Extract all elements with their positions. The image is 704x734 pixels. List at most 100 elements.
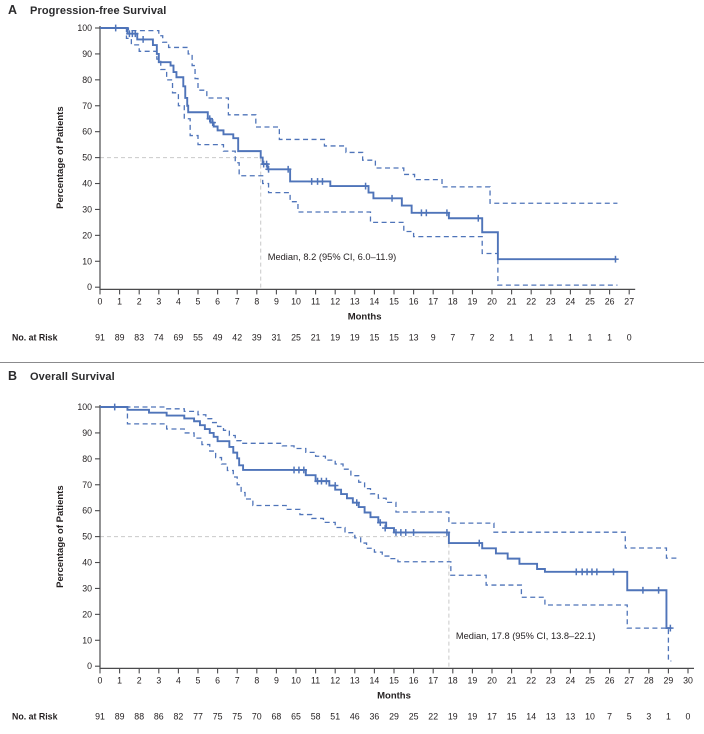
no-at-risk-value: 2 bbox=[490, 332, 495, 342]
panel-a-title: Progression-free Survival bbox=[30, 5, 167, 17]
x-axis-title: Months bbox=[377, 690, 411, 701]
panel-a-header: A Progression-free Survival bbox=[8, 3, 166, 17]
y-tick-label: 100 bbox=[77, 23, 92, 33]
no-at-risk-value: 21 bbox=[311, 332, 321, 342]
y-tick-label: 30 bbox=[82, 204, 92, 214]
x-tick-label: 20 bbox=[487, 675, 497, 685]
y-tick-label: 40 bbox=[82, 558, 92, 568]
x-tick-label: 7 bbox=[235, 675, 240, 685]
x-tick-label: 11 bbox=[311, 296, 320, 306]
no-at-risk-value: 42 bbox=[232, 332, 242, 342]
y-tick-label: 20 bbox=[82, 230, 92, 240]
no-at-risk-value: 91 bbox=[95, 332, 105, 342]
y-tick-label: 50 bbox=[82, 153, 92, 163]
no-at-risk-value: 49 bbox=[213, 332, 223, 342]
y-axis-title: Percentage of Patients bbox=[55, 485, 66, 587]
y-tick-label: 80 bbox=[82, 454, 92, 464]
panel-b-header: B Overall Survival bbox=[8, 369, 115, 383]
y-tick-label: 70 bbox=[82, 101, 92, 111]
no-at-risk-value: 86 bbox=[154, 711, 164, 721]
median-annotation: Median, 17.8 (95% CI, 13.8–22.1) bbox=[456, 631, 596, 641]
y-tick-label: 70 bbox=[82, 480, 92, 490]
no-at-risk-value: 39 bbox=[252, 332, 262, 342]
x-tick-label: 12 bbox=[330, 675, 340, 685]
no-at-risk-value: 19 bbox=[448, 711, 458, 721]
x-tick-label: 24 bbox=[566, 296, 576, 306]
x-tick-label: 7 bbox=[235, 296, 240, 306]
no-at-risk-value: 17 bbox=[487, 711, 497, 721]
x-tick-label: 3 bbox=[156, 675, 161, 685]
no-at-risk-value: 31 bbox=[272, 332, 282, 342]
no-at-risk-value: 70 bbox=[252, 711, 262, 721]
censor-marks bbox=[111, 403, 674, 632]
no-at-risk-value: 1 bbox=[529, 332, 534, 342]
y-tick-label: 80 bbox=[82, 75, 92, 85]
no-at-risk-value: 75 bbox=[213, 711, 223, 721]
x-tick-label: 24 bbox=[566, 675, 576, 685]
no-at-risk-value: 89 bbox=[115, 711, 125, 721]
x-tick-label: 21 bbox=[507, 296, 517, 306]
x-tick-label: 5 bbox=[196, 675, 201, 685]
no-at-risk-value: 10 bbox=[585, 711, 595, 721]
x-tick-label: 18 bbox=[448, 296, 458, 306]
censor-marks bbox=[112, 24, 619, 263]
no-at-risk-value: 19 bbox=[330, 332, 340, 342]
no-at-risk-value: 1 bbox=[607, 332, 612, 342]
y-tick-labels: 0 10 20 30 40 50 60 70 80 90 100 bbox=[77, 402, 100, 671]
x-tick-label: 1 bbox=[117, 296, 122, 306]
x-tick-label: 30 bbox=[683, 675, 693, 685]
x-tick-label: 27 bbox=[624, 296, 634, 306]
no-at-risk-value: 75 bbox=[232, 711, 242, 721]
no-at-risk-value: 3 bbox=[646, 711, 651, 721]
y-tick-label: 50 bbox=[82, 532, 92, 542]
y-tick-label: 20 bbox=[82, 609, 92, 619]
x-tick-label: 25 bbox=[585, 675, 595, 685]
no-at-risk-value: 69 bbox=[174, 332, 184, 342]
x-tick-label: 15 bbox=[389, 296, 399, 306]
ci-lower-curve bbox=[100, 406, 672, 662]
x-tick-label: 10 bbox=[291, 296, 301, 306]
y-tick-label: 90 bbox=[82, 428, 92, 438]
no-at-risk-value: 51 bbox=[330, 711, 340, 721]
no-at-risk-value: 1 bbox=[666, 711, 671, 721]
no-at-risk-value: 7 bbox=[470, 332, 475, 342]
x-tick-label: 22 bbox=[526, 675, 536, 685]
ci-upper-curve bbox=[100, 27, 618, 204]
x-tick-label: 26 bbox=[605, 675, 615, 685]
no-at-risk-value: 19 bbox=[468, 711, 478, 721]
y-tick-label: 100 bbox=[77, 402, 92, 412]
no-at-risk-value: 29 bbox=[389, 711, 399, 721]
x-tick-label: 6 bbox=[215, 296, 220, 306]
x-tick-label: 11 bbox=[311, 675, 320, 685]
no-at-risk-value: 13 bbox=[409, 332, 419, 342]
no-at-risk-value: 13 bbox=[566, 711, 576, 721]
no-at-risk-value: 36 bbox=[370, 711, 380, 721]
x-tick-label: 20 bbox=[487, 296, 497, 306]
no-at-risk-row: No. at Risk 91 89 88 86 82 77 75 75 70 68 65 58 51 46 3… bbox=[12, 711, 691, 721]
no-at-risk-value: 77 bbox=[193, 711, 203, 721]
x-axis-title: Months bbox=[348, 311, 382, 322]
y-tick-label: 10 bbox=[82, 256, 92, 266]
y-tick-label: 0 bbox=[87, 282, 92, 292]
no-at-risk-value: 13 bbox=[546, 711, 556, 721]
x-tick-label: 22 bbox=[526, 296, 536, 306]
median-annotation: Median, 8.2 (95% CI, 6.0–11.9) bbox=[268, 252, 397, 262]
panel-b-title: Overall Survival bbox=[30, 371, 115, 383]
no-at-risk-value: 19 bbox=[350, 332, 360, 342]
x-tick-label: 15 bbox=[389, 675, 399, 685]
no-at-risk-value: 15 bbox=[507, 711, 517, 721]
x-tick-label: 0 bbox=[98, 675, 103, 685]
no-at-risk-value: 9 bbox=[431, 332, 436, 342]
ci-upper-curve bbox=[100, 406, 679, 559]
x-tick-label: 10 bbox=[291, 675, 301, 685]
x-tick-label: 0 bbox=[98, 296, 103, 306]
no-at-risk-value: 91 bbox=[95, 711, 105, 721]
survival-estimate-curve bbox=[100, 406, 672, 630]
x-tick-label: 4 bbox=[176, 296, 181, 306]
y-tick-label: 60 bbox=[82, 506, 92, 516]
x-tick-label: 2 bbox=[137, 296, 142, 306]
no-at-risk-value: 0 bbox=[686, 711, 691, 721]
x-tick-label: 13 bbox=[350, 675, 360, 685]
